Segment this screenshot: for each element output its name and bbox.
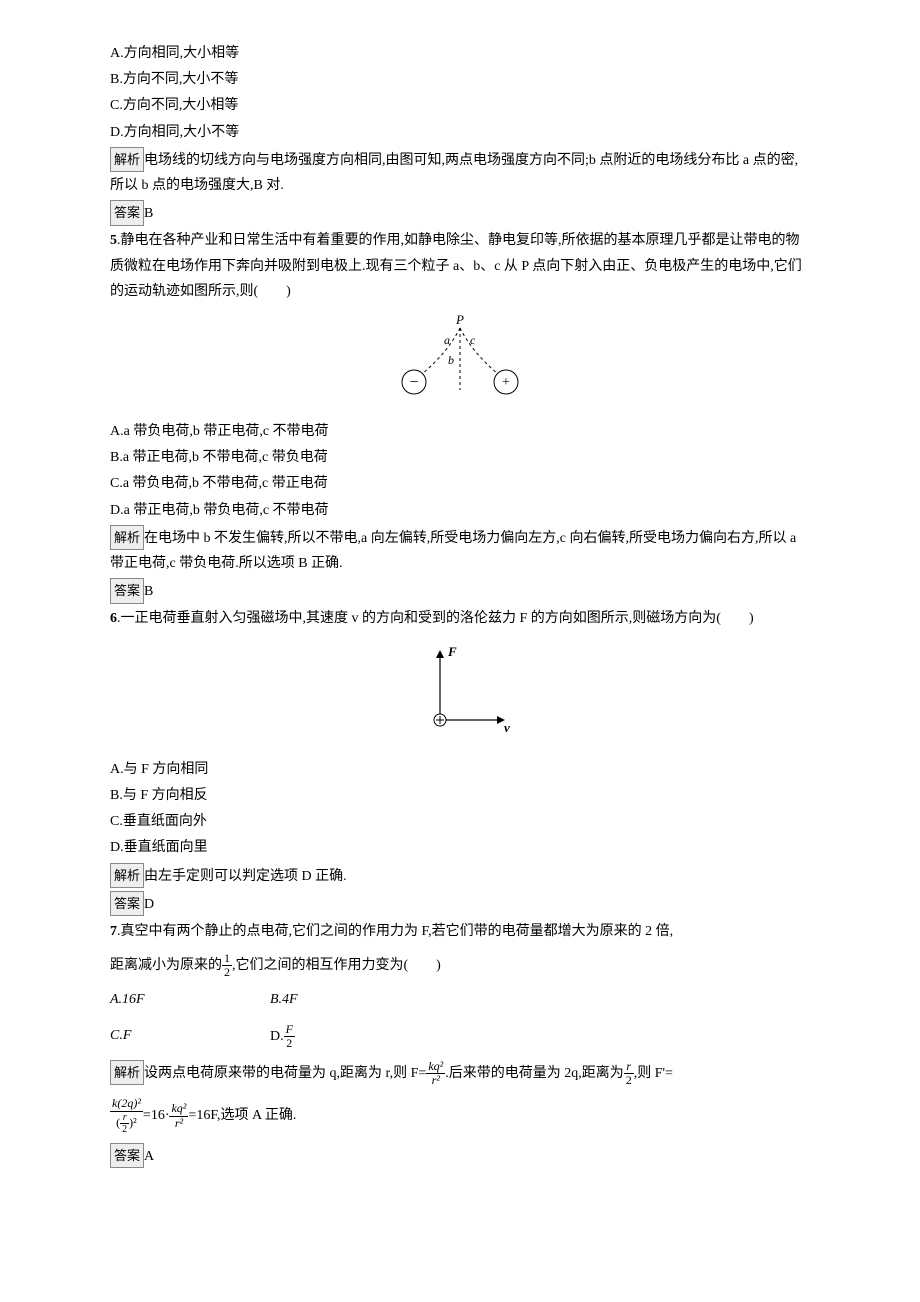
q4-option-d: D.方向相同,大小不等 bbox=[110, 120, 810, 145]
analysis-label: 解析 bbox=[110, 863, 144, 888]
q5-option-b: B.a 带正电荷,b 不带电荷,c 带负电荷 bbox=[110, 445, 810, 470]
q5-diagram-icon: P a c b − + bbox=[380, 312, 540, 402]
answer-label: 答案 bbox=[110, 1143, 144, 1168]
analysis-label: 解析 bbox=[110, 147, 144, 172]
q7-answer: 答案A bbox=[110, 1143, 810, 1169]
q4-option-a: A.方向相同,大小相等 bbox=[110, 41, 810, 66]
svg-text:+: + bbox=[502, 375, 510, 390]
fraction-kq2r2-b: kq²r² bbox=[169, 1102, 188, 1129]
q6-stem-text: .一正电荷垂直射入匀强磁场中,其速度 v 的方向和受到的洛伦兹力 F 的方向如图… bbox=[117, 611, 754, 626]
q4-option-c: C.方向不同,大小相等 bbox=[110, 93, 810, 118]
answer-label: 答案 bbox=[110, 200, 144, 225]
q7-number: 7 bbox=[110, 924, 117, 939]
q7-analysis-mid2: ,则 F'= bbox=[634, 1066, 673, 1081]
q6-answer: 答案D bbox=[110, 891, 810, 917]
q5-option-d: D.a 带正电荷,b 带负电荷,c 不带电荷 bbox=[110, 498, 810, 523]
svg-text:b: b bbox=[448, 353, 454, 367]
q6-option-d: D.垂直纸面向里 bbox=[110, 835, 810, 860]
q7-stem2b: ,它们之间的相互作用力变为( ) bbox=[232, 958, 441, 973]
q6-option-b: B.与 F 方向相反 bbox=[110, 783, 810, 808]
q7-option-c: C.F bbox=[110, 1023, 270, 1050]
q5-answer-text: B bbox=[144, 584, 153, 599]
q7-option-b: B.4F bbox=[270, 987, 430, 1012]
q5-stem: 5.静电在各种产业和日常生活中有着重要的作用,如静电除尘、静电复印等,所依据的基… bbox=[110, 228, 810, 304]
q7-eq16: =16· bbox=[143, 1108, 170, 1123]
q6-stem: 6.一正电荷垂直射入匀强磁场中,其速度 v 的方向和受到的洛伦兹力 F 的方向如… bbox=[110, 606, 810, 631]
q4-analysis-text: 电场线的切线方向与电场强度方向相同,由图可知,两点电场强度方向不同;b 点附近的… bbox=[110, 153, 798, 193]
q5-figure: P a c b − + bbox=[110, 312, 810, 411]
svg-text:v: v bbox=[504, 720, 510, 735]
q7-analysis-pre: 设两点电荷原来带的电荷量为 q,距离为 r,则 F= bbox=[144, 1066, 426, 1081]
q7-options-row1: A.16F B.4F bbox=[110, 987, 810, 1012]
q7-stem-line1: 7.真空中有两个静止的点电荷,它们之间的作用力为 F,若它们带的电荷量都增大为原… bbox=[110, 919, 810, 944]
analysis-label: 解析 bbox=[110, 525, 144, 550]
fraction-kq2r2: kq²r² bbox=[426, 1060, 445, 1087]
svg-text:P: P bbox=[455, 312, 464, 327]
fraction-r2: r2 bbox=[624, 1060, 634, 1087]
svg-text:−: − bbox=[409, 374, 418, 391]
q4-answer-text: B bbox=[144, 206, 153, 221]
q7-analysis-mid: .后来带的电荷量为 2q,距离为 bbox=[445, 1066, 624, 1081]
svg-text:c: c bbox=[470, 333, 476, 347]
q7-analysis-line2: k(2q)² (r2)² =16·kq²r²=16F,选项 A 正确. bbox=[110, 1097, 810, 1134]
q5-option-a: A.a 带负电荷,b 带正电荷,c 不带电荷 bbox=[110, 419, 810, 444]
fraction-d: F2 bbox=[284, 1023, 295, 1050]
q5-option-c: C.a 带负电荷,b 不带电荷,c 带正电荷 bbox=[110, 471, 810, 496]
fraction-big: k(2q)² (r2)² bbox=[110, 1097, 143, 1134]
q5-number: 5 bbox=[110, 233, 117, 248]
q4-answer: 答案B bbox=[110, 200, 810, 226]
q7-option-a: A.16F bbox=[110, 987, 270, 1012]
q5-stem-text: .静电在各种产业和日常生活中有着重要的作用,如静电除尘、静电复印等,所依据的基本… bbox=[110, 233, 802, 298]
q6-analysis-text: 由左手定则可以判定选项 D 正确. bbox=[144, 869, 347, 884]
q7-analysis: 解析设两点电荷原来带的电荷量为 q,距离为 r,则 F=kq²r².后来带的电荷… bbox=[110, 1060, 810, 1087]
q7-eq-end: =16F,选项 A 正确. bbox=[188, 1108, 296, 1123]
analysis-label: 解析 bbox=[110, 1060, 144, 1085]
fraction-half: 12 bbox=[222, 952, 232, 979]
svg-text:F: F bbox=[447, 644, 457, 659]
q6-option-c: C.垂直纸面向外 bbox=[110, 809, 810, 834]
q5-analysis-text: 在电场中 b 不发生偏转,所以不带电,a 向左偏转,所受电场力偏向左方,c 向右… bbox=[110, 531, 796, 571]
q5-answer: 答案B bbox=[110, 578, 810, 604]
q7-stem2a: 距离减小为原来的 bbox=[110, 958, 222, 973]
q7-answer-text: A bbox=[144, 1149, 154, 1164]
q6-option-a: A.与 F 方向相同 bbox=[110, 757, 810, 782]
answer-label: 答案 bbox=[110, 578, 144, 603]
q4-option-b: B.方向不同,大小不等 bbox=[110, 67, 810, 92]
svg-text:a: a bbox=[444, 333, 450, 347]
q5-analysis: 解析在电场中 b 不发生偏转,所以不带电,a 向左偏转,所受电场力偏向左方,c … bbox=[110, 525, 810, 576]
q7-stem-line2: 距离减小为原来的12,它们之间的相互作用力变为( ) bbox=[110, 952, 810, 979]
q7-options-row2: C.F D.F2 bbox=[110, 1023, 810, 1050]
q7-stem1-text: .真空中有两个静止的点电荷,它们之间的作用力为 F,若它们带的电荷量都增大为原来… bbox=[117, 924, 673, 939]
q6-analysis: 解析由左手定则可以判定选项 D 正确. bbox=[110, 863, 810, 889]
q7-option-d: D.F2 bbox=[270, 1023, 430, 1050]
q4-analysis: 解析电场线的切线方向与电场强度方向相同,由图可知,两点电场强度方向不同;b 点附… bbox=[110, 147, 810, 198]
q6-number: 6 bbox=[110, 611, 117, 626]
q6-figure: F v bbox=[110, 640, 810, 749]
q6-answer-text: D bbox=[144, 897, 154, 912]
answer-label: 答案 bbox=[110, 891, 144, 916]
q6-diagram-icon: F v bbox=[400, 640, 520, 740]
